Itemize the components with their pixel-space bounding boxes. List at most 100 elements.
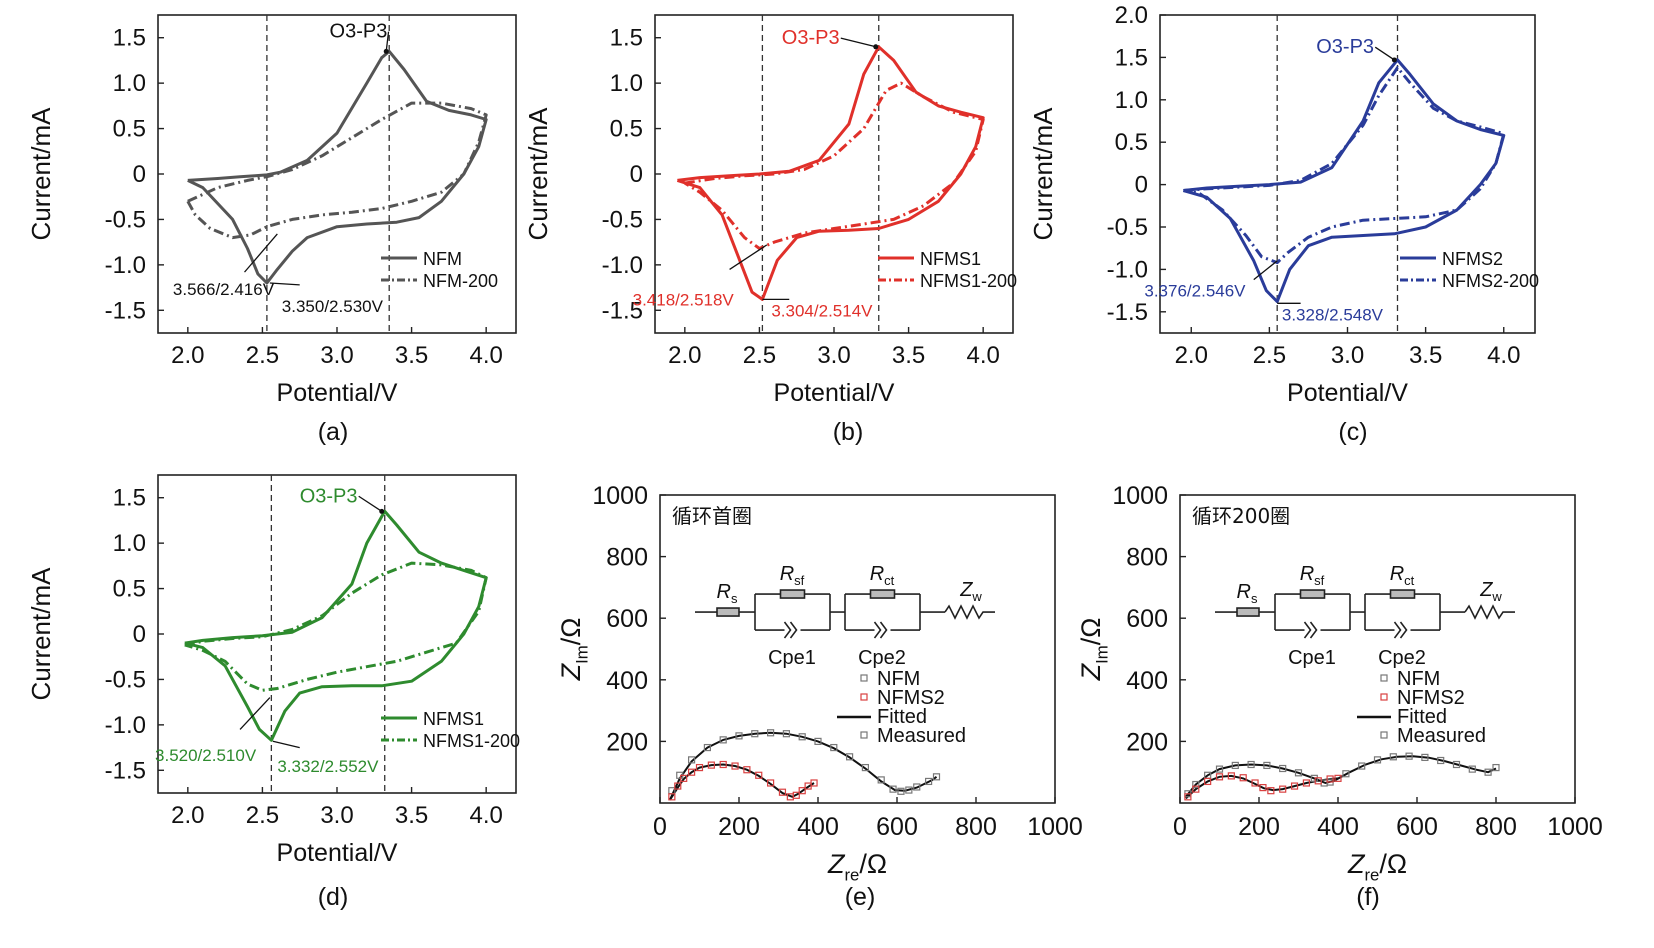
legend-label: NFMS1-200 (920, 271, 1017, 291)
series-nfm-200 (186, 101, 488, 240)
loop2-resistor (1389, 589, 1416, 599)
panel-a: 2.0 2.5 3.0 3.5 4.0 1.5 1.0 0.5 0 -0.5 -1.0 -1.5 Pot… (26, 14, 517, 446)
y-tick-label: 1000 (592, 482, 648, 510)
annotation-left: 3.566/2.416V (173, 280, 275, 299)
data-point-nfms2 (687, 768, 696, 776)
y-tick-label: 1000 (1112, 482, 1168, 510)
legend-label: NFM (1397, 668, 1440, 690)
data-point-nfms2 (1251, 779, 1259, 787)
x-tick-label: 0 (653, 813, 667, 841)
panel-caption: (d) (318, 883, 349, 911)
x-tick-label: 2.0 (171, 802, 204, 829)
label-cpe2: Cpe2 (858, 647, 906, 669)
panel-caption: (a) (318, 418, 349, 446)
data-point-nfms2 (1215, 773, 1224, 781)
data-point-nfms2 (1184, 793, 1192, 801)
x-tick-label: 3.5 (395, 342, 428, 369)
label-zw: Zw (959, 579, 982, 604)
y-tick-label: 0.5 (113, 576, 146, 603)
label-zw: Zw (1479, 579, 1502, 604)
data-point-nfm (861, 763, 870, 772)
panel-caption: (b) (833, 418, 864, 446)
x-tick-label: 1000 (1547, 813, 1603, 841)
label-cpe1: Cpe1 (768, 647, 816, 669)
series-nfms1-200 (684, 81, 985, 250)
annotation-left: 3.376/2.546V (1144, 282, 1246, 301)
data-point-nfms2 (766, 779, 775, 787)
annotation-right: 3.332/2.552V (277, 757, 379, 776)
data-point-nfms2 (798, 787, 806, 795)
legend-label: Fitted (1397, 706, 1447, 728)
y-tick-label: -1.0 (1107, 256, 1148, 283)
loop2-cpe (1393, 621, 1408, 639)
legend-label: NFM (423, 249, 462, 269)
data-point-nfm (1231, 761, 1239, 770)
label-rct: Rct (870, 563, 895, 588)
legend-label: NFMS2 (1397, 687, 1465, 709)
data-point-nfm (1263, 761, 1271, 770)
y-tick-label: 1.5 (610, 25, 643, 52)
panel-e: 0 200 400 600 800 1000 200 400 600 800 1000 Zre/Ω ZI… (556, 482, 1083, 911)
legend-label: NFM (877, 668, 920, 690)
x-tick-label: 3.0 (1331, 342, 1364, 369)
y-tick-label: 800 (1126, 544, 1168, 572)
y-axis-label: Current/mA (26, 567, 56, 701)
peak-arrow-head (379, 508, 385, 514)
annotation-right: 3.328/2.548V (1282, 305, 1384, 324)
warburg-element (1464, 604, 1515, 620)
y-axis-label: ZIm/Ω (556, 618, 592, 682)
legend-label: Fitted (877, 706, 927, 728)
x-tick-label: 4.0 (966, 342, 999, 369)
x-tick-label: 2.5 (743, 342, 776, 369)
data-point-nfm (830, 743, 838, 752)
x-tick-label: 2.0 (668, 342, 701, 369)
y-tick-label: 600 (606, 605, 648, 633)
x-axis-label: Zre/Ω (827, 849, 887, 885)
y-tick-label: 800 (606, 544, 648, 572)
data-point-nfm (924, 777, 933, 786)
legend-label: NFMS1 (920, 249, 981, 269)
peak-arrow-head (873, 44, 879, 50)
legend-label: NFM-200 (423, 271, 498, 291)
label-rs: Rs (1237, 581, 1258, 606)
panel-caption: (e) (845, 883, 876, 911)
y-tick-label: 1.0 (610, 70, 643, 97)
y-tick-label: -0.5 (105, 206, 146, 233)
data-point-nfm (1421, 753, 1429, 762)
data-point-nfm (814, 737, 822, 746)
peak-arrow (840, 37, 876, 48)
x-tick-label: 3.5 (1409, 342, 1442, 369)
x-axis-label: Zre/Ω (1347, 849, 1407, 885)
legend-label: NFMS1-200 (423, 731, 520, 751)
x-tick-label: 3.0 (817, 342, 850, 369)
x-tick-label: 4.0 (469, 342, 502, 369)
loop1-resistor (779, 589, 806, 599)
label-rct: Rct (1390, 563, 1415, 588)
data-point-nfm (1215, 765, 1224, 773)
resistor-rs (1236, 607, 1260, 617)
data-point-nfms2 (1326, 775, 1334, 783)
data-point-nfm (1389, 753, 1397, 761)
data-point-nfm (1373, 756, 1382, 764)
data-point-nfms2 (674, 782, 682, 790)
y-tick-label: 0.5 (610, 116, 643, 143)
loop1-cpe (1303, 621, 1318, 639)
inset-title: 循环200圈 (1192, 504, 1290, 528)
legend-swatch (1380, 731, 1388, 739)
data-point-nfms2 (743, 766, 751, 774)
loop1-cpe (783, 621, 798, 639)
data-point-nfm (1247, 760, 1255, 769)
x-tick-label: 600 (1396, 813, 1438, 841)
y-tick-label: -0.5 (602, 206, 643, 233)
data-point-nfm (1192, 780, 1200, 789)
y-axis-label: Current/mA (1028, 107, 1058, 241)
y-tick-label: 1.5 (113, 25, 146, 52)
data-point-nfm (798, 733, 806, 741)
data-point-nfm (932, 773, 941, 781)
y-tick-label: 1.0 (1115, 87, 1148, 114)
y-tick-label: -0.5 (105, 666, 146, 693)
data-point-nfms2 (1239, 774, 1247, 782)
annotation-left: 3.418/2.518V (633, 291, 735, 310)
y-tick-label: 0.5 (1115, 129, 1148, 156)
data-point-nfm (889, 785, 897, 793)
